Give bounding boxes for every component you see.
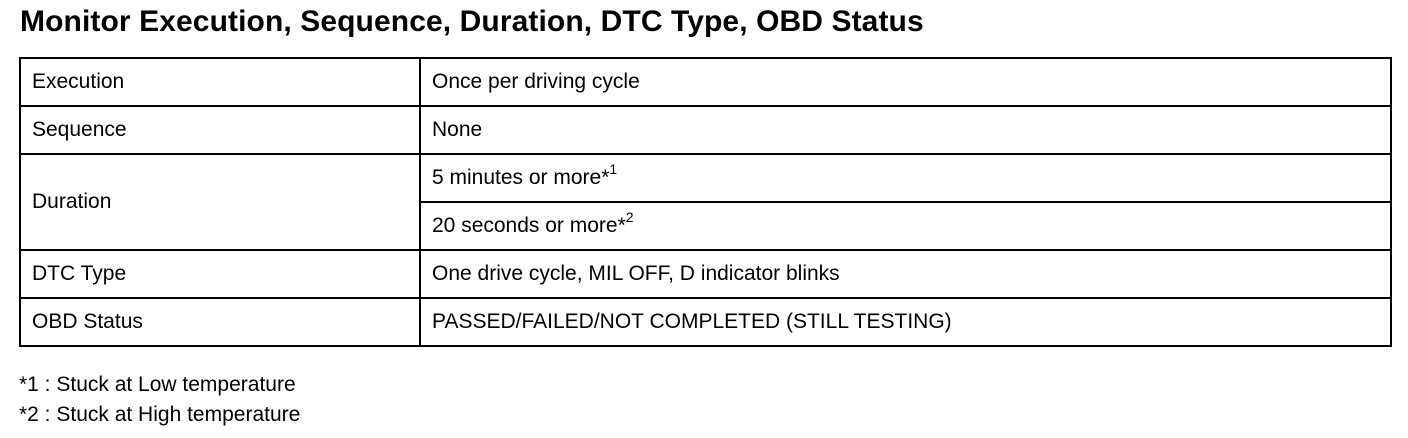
duration-value-1-text: 5 minutes or more* — [432, 166, 610, 189]
footnotes: *1 : Stuck at Low temperature *2 : Stuck… — [19, 370, 300, 430]
duration-label: Duration — [19, 153, 421, 251]
footnote-marker-1: 1 — [609, 161, 618, 177]
table-row-execution: Execution Once per driving cycle — [19, 57, 1392, 107]
footnote-marker-2: 2 — [625, 209, 634, 225]
duration-value-1: 5 minutes or more*1 — [419, 153, 1392, 203]
execution-label: Execution — [19, 57, 421, 107]
table-row-sequence: Sequence None — [19, 105, 1392, 155]
execution-value: Once per driving cycle — [419, 57, 1392, 107]
table-row-duration-2: 20 seconds or more*2 — [20, 201, 1392, 251]
obd-status-label: OBD Status — [19, 297, 421, 347]
duration-value-2: 20 seconds or more*2 — [419, 201, 1392, 251]
table-row-duration-1: Duration 5 minutes or more*1 — [19, 153, 1392, 251]
page-title: Monitor Execution, Sequence, Duration, D… — [20, 5, 924, 38]
table-row-dtc-type: DTC Type One drive cycle, MIL OFF, D ind… — [19, 249, 1392, 299]
sequence-label: Sequence — [19, 105, 421, 155]
sequence-value: None — [419, 105, 1392, 155]
dtc-type-value: One drive cycle, MIL OFF, D indicator bl… — [419, 249, 1392, 299]
obd-status-value: PASSED/FAILED/NOT COMPLETED (STILL TESTI… — [419, 297, 1392, 347]
table-row-obd-status: OBD Status PASSED/FAILED/NOT COMPLETED (… — [19, 297, 1392, 347]
footnote-2: *2 : Stuck at High temperature — [19, 403, 301, 426]
dtc-type-label: DTC Type — [19, 249, 421, 299]
monitor-table: Execution Once per driving cycle Sequenc… — [19, 57, 1392, 347]
duration-value-2-text: 20 seconds or more* — [432, 214, 626, 237]
footnote-1: *1 : Stuck at Low temperature — [19, 373, 296, 396]
